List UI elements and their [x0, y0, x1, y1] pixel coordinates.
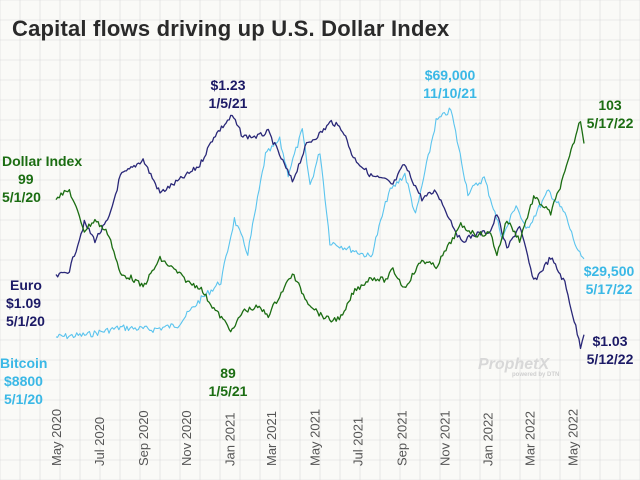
x-tick-label: Jan 2022: [481, 413, 496, 467]
x-tick-label: Nov 2021: [438, 410, 453, 466]
euro-start-label: Euro: [10, 277, 42, 293]
bitcoin-start-value: $8800: [4, 373, 43, 389]
series-line-dollar-index: [55, 121, 585, 333]
bitcoin-peak-value: $69,000: [424, 67, 476, 83]
x-tick-label: Jan 2021: [222, 413, 237, 467]
bitcoin-end-annotation: $29,500 5/17/22: [578, 262, 640, 298]
dollar-start-date: 5/1/20: [2, 189, 41, 205]
series-layer: [55, 107, 585, 350]
x-tick-label: Mar 2021: [264, 411, 279, 466]
x-tick-label: May 2020: [49, 409, 64, 466]
dollar-end-annotation: 103 5/17/22: [582, 96, 638, 132]
bitcoin-start-date: 5/1/20: [4, 391, 43, 407]
x-tick-label: Nov 2020: [179, 410, 194, 466]
euro-peak-value: $1.23: [210, 77, 246, 93]
euro-end-value: $1.03: [592, 333, 628, 349]
euro-end-date: 5/12/22: [586, 351, 634, 367]
dollar-end-value: 103: [598, 97, 622, 113]
euro-peak-annotation: $1.23 1/5/21: [200, 76, 256, 112]
bitcoin-end-value: $29,500: [583, 263, 635, 279]
bitcoin-peak-annotation: $69,000 11/10/21: [408, 66, 492, 102]
dollar-low-date: 1/5/21: [208, 383, 248, 399]
logo-brand: ProphetX: [478, 356, 550, 373]
dollar-end-date: 5/17/22: [586, 115, 634, 131]
euro-end-annotation: $1.03 5/12/22: [582, 332, 638, 368]
chart-title: Capital flows driving up U.S. Dollar Ind…: [12, 16, 450, 41]
logo-sub: powered by DTN: [512, 372, 560, 378]
x-tick-label: Sep 2021: [394, 410, 409, 466]
dollar-low-value: 89: [220, 365, 236, 381]
bitcoin-end-date: 5/17/22: [585, 281, 633, 297]
x-tick-label: May 2022: [566, 409, 581, 466]
euro-start-date: 5/1/20: [6, 313, 45, 329]
dollar-low-annotation: 89 1/5/21: [200, 364, 256, 400]
x-tick-label: Sep 2020: [136, 410, 151, 466]
x-tick-label: Mar 2022: [523, 411, 538, 466]
bitcoin-start-label: Bitcoin: [0, 355, 48, 371]
dollar-start-annotation: Dollar Index 99 5/1/20: [2, 152, 82, 206]
euro-start-annotation: Euro $1.09 5/1/20: [6, 276, 45, 330]
dollar-start-value: 99: [18, 171, 34, 187]
x-axis-ticks: May 2020 Jul 2020 Sep 2020 Nov 2020 Jan 2021…: [49, 409, 581, 466]
x-tick-label: Jul 2021: [351, 417, 366, 466]
euro-start-value: $1.09: [6, 295, 42, 311]
x-tick-label: Jul 2020: [92, 417, 107, 466]
series-line-euro: [55, 114, 585, 350]
euro-peak-date: 1/5/21: [208, 95, 248, 111]
bitcoin-peak-date: 11/10/21: [423, 85, 477, 101]
prophetx-logo: ProphetX powered by DTN: [478, 356, 559, 378]
x-tick-label: May 2021: [307, 409, 322, 466]
bitcoin-start-annotation: Bitcoin $8800 5/1/20: [0, 354, 47, 408]
dollar-start-label: Dollar Index: [2, 153, 83, 169]
